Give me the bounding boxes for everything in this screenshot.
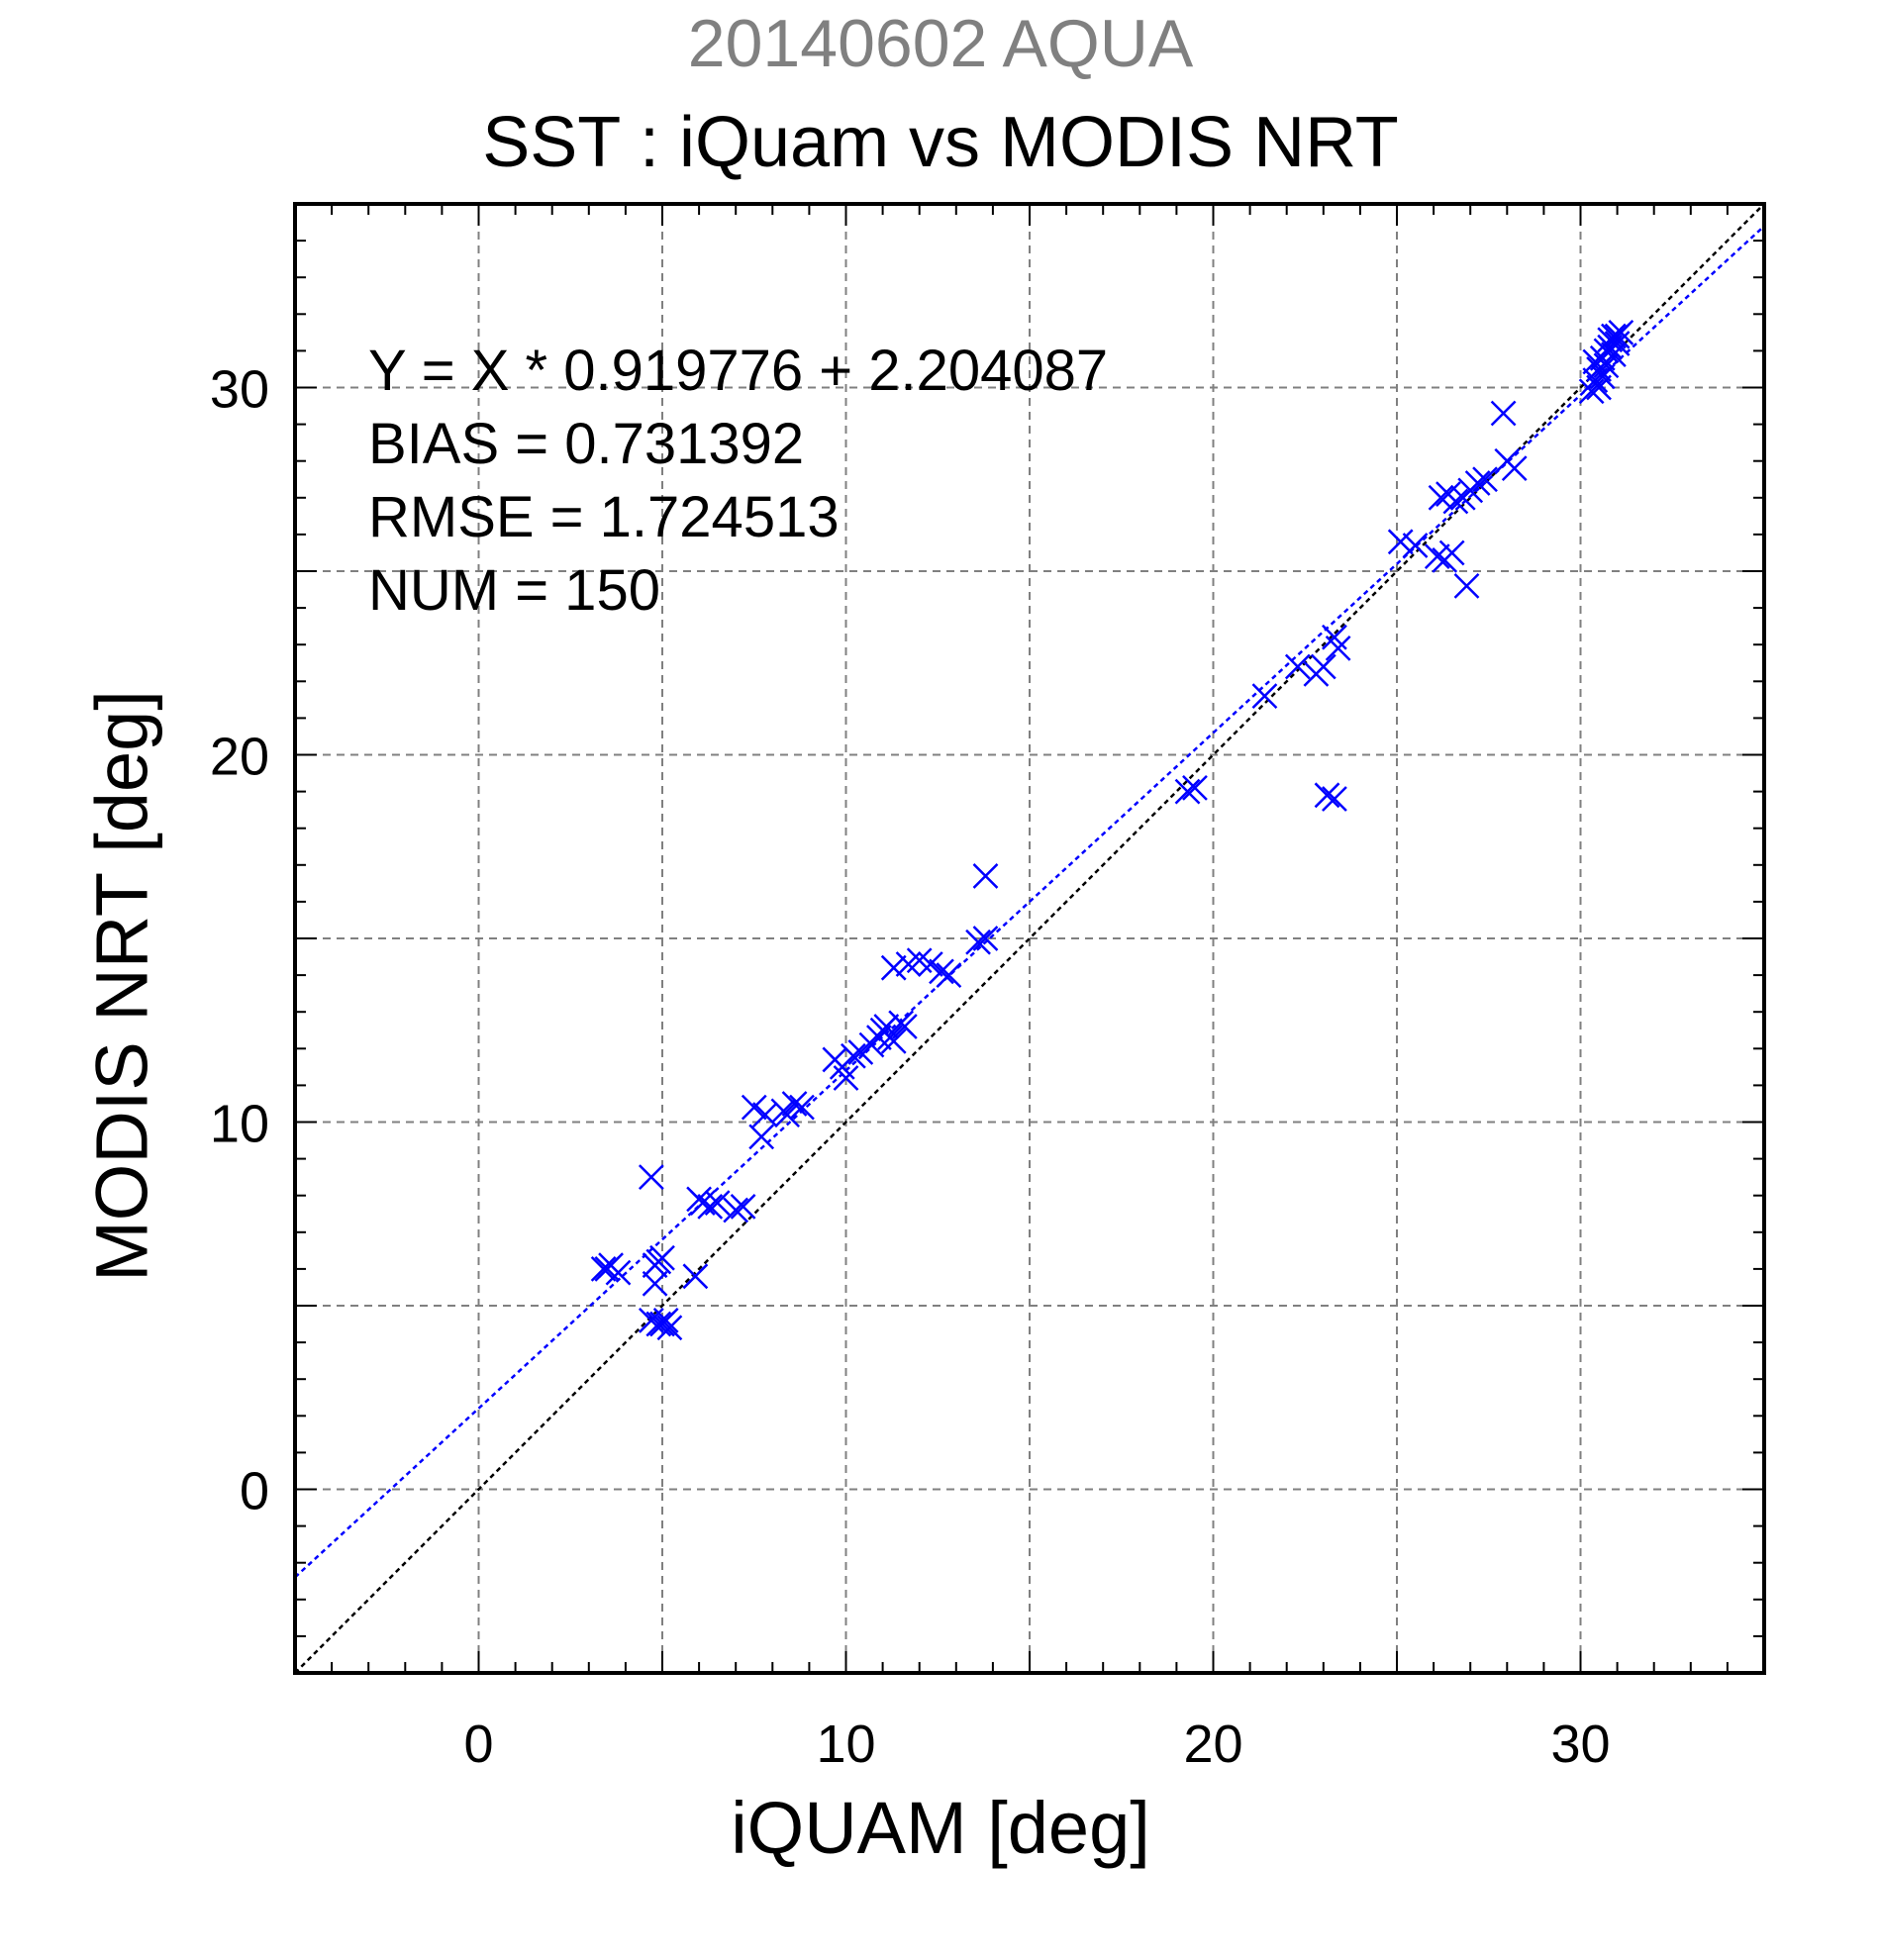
data-point xyxy=(704,1190,731,1217)
stats-box: Y = X * 0.919776 + 2.204087 BIAS = 0.731… xyxy=(368,335,1108,628)
plot-frame xyxy=(293,202,1766,1675)
y-tick-label: 0 xyxy=(240,1462,269,1521)
data-point xyxy=(741,1094,767,1121)
data-point xyxy=(730,1193,756,1220)
data-point xyxy=(1251,683,1278,710)
data-point xyxy=(682,1263,709,1290)
data-point xyxy=(1322,786,1347,812)
data-point xyxy=(1174,778,1201,805)
data-point xyxy=(649,1244,675,1271)
data-point xyxy=(1453,572,1480,599)
data-point xyxy=(929,958,954,985)
data-point xyxy=(774,1102,801,1127)
data-point xyxy=(781,1091,808,1117)
grid xyxy=(295,204,1764,1673)
data-point xyxy=(751,1102,778,1127)
data-point xyxy=(1402,533,1429,558)
data-point xyxy=(723,1197,749,1224)
data-point xyxy=(1325,636,1351,661)
x-tick-label: 30 xyxy=(1550,1715,1610,1774)
data-point xyxy=(1428,484,1454,511)
data-point xyxy=(841,1042,866,1069)
data-point xyxy=(965,929,991,955)
data-point xyxy=(891,1014,918,1039)
data-point xyxy=(1310,653,1336,680)
data-point xyxy=(1464,470,1491,496)
date-title: 20140602 AQUA xyxy=(687,6,1194,81)
data-point xyxy=(1501,455,1528,482)
data-point xyxy=(1387,529,1414,555)
data-point xyxy=(972,926,999,951)
y-tick-label: 10 xyxy=(210,1095,269,1154)
data-point xyxy=(880,954,907,981)
data-point xyxy=(642,1270,668,1297)
data-point xyxy=(866,1025,892,1051)
x-axis-label: iQUAM [deg] xyxy=(731,1787,1150,1869)
data-points xyxy=(590,319,1634,1341)
data-point xyxy=(590,1256,617,1282)
data-point xyxy=(1490,400,1517,427)
data-point xyxy=(1582,348,1609,375)
y-tick-label: 20 xyxy=(210,728,269,787)
stats-bias: BIAS = 0.731392 xyxy=(368,412,805,476)
data-point xyxy=(1424,543,1450,570)
tick-labels: 0 10 20 30 0 10 20 30 xyxy=(210,360,1611,1775)
y-axis-label: MODIS NRT [deg] xyxy=(80,690,163,1282)
data-point xyxy=(638,1164,664,1191)
data-point xyxy=(972,863,999,889)
identity-line xyxy=(294,203,1765,1674)
data-point xyxy=(1442,488,1469,515)
data-point xyxy=(1314,782,1340,809)
data-point xyxy=(697,1193,724,1220)
data-point xyxy=(833,1065,859,1091)
data-point xyxy=(1182,775,1208,801)
x-tick-label: 10 xyxy=(816,1715,875,1774)
data-point xyxy=(936,962,962,988)
chart-title: SST : iQuam vs MODIS NRT xyxy=(482,103,1399,182)
data-point xyxy=(789,1094,815,1121)
x-tick-label: 0 xyxy=(463,1715,493,1774)
data-point xyxy=(1438,539,1465,566)
reference-lines xyxy=(294,203,1765,1674)
fit-line xyxy=(294,225,1765,1579)
data-point xyxy=(1604,323,1631,349)
stats-count: NUM = 150 xyxy=(368,558,660,623)
data-point xyxy=(649,1311,675,1337)
stats-fit-equation: Y = X * 0.919776 + 2.204087 xyxy=(368,339,1109,403)
data-point xyxy=(748,1124,775,1150)
data-point xyxy=(847,1039,874,1065)
y-tick-label: 30 xyxy=(210,360,269,420)
stats-rmse: RMSE = 1.724513 xyxy=(368,485,840,549)
data-point xyxy=(1472,466,1498,493)
data-point xyxy=(594,1256,621,1282)
x-tick-label: 20 xyxy=(1183,1715,1242,1774)
data-point xyxy=(917,951,943,977)
data-point xyxy=(1284,653,1311,680)
data-point xyxy=(656,1315,683,1341)
data-point xyxy=(880,1028,907,1054)
